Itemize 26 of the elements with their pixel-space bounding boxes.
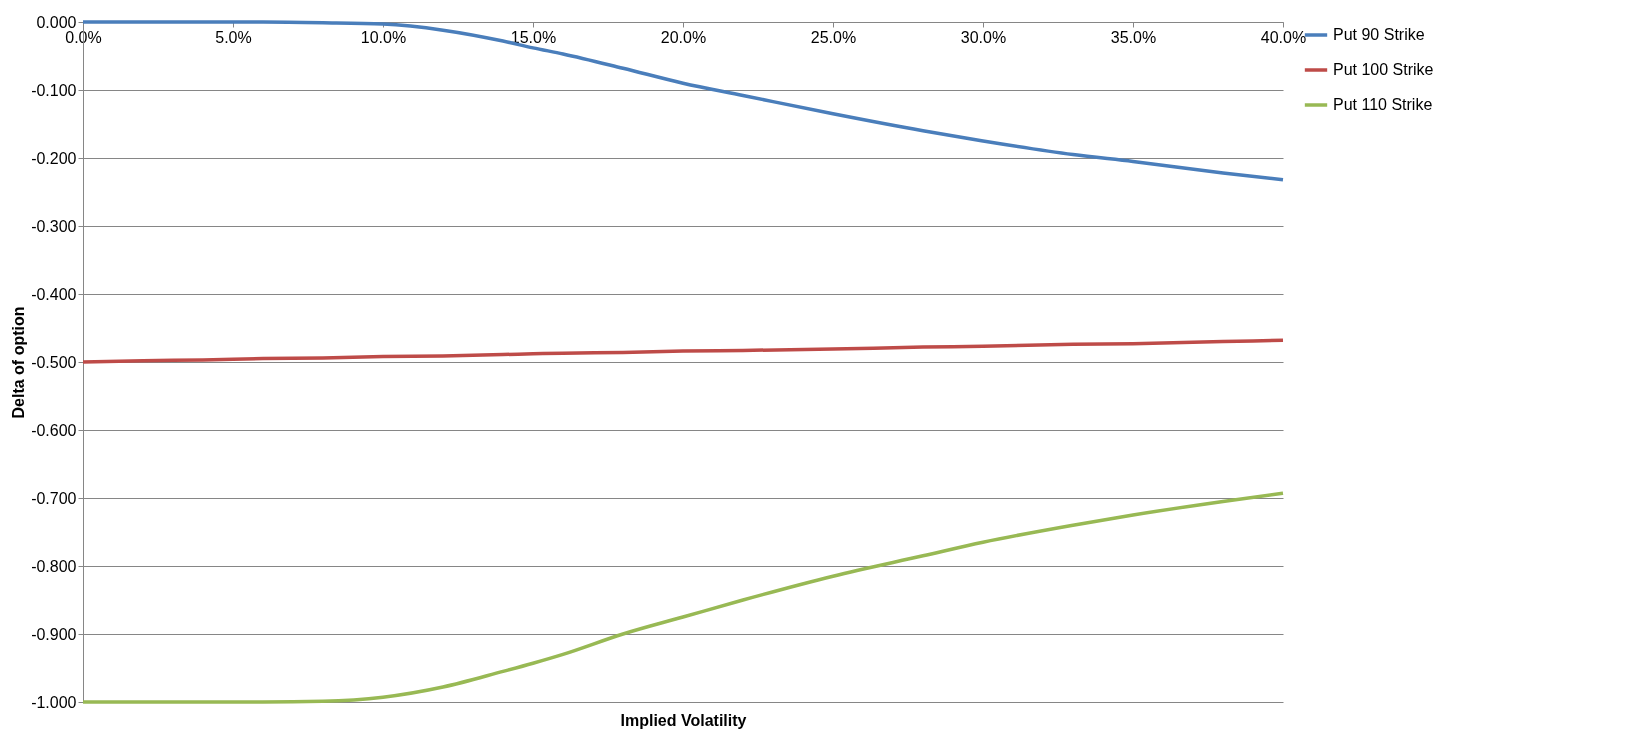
legend-label: Put 110 Strike: [1333, 96, 1433, 113]
x-tick-label: 35.0%: [1110, 28, 1157, 46]
y-axis-title: Delta of option: [10, 306, 28, 419]
x-tick-label: 40.0%: [1260, 28, 1307, 46]
y-tick-label: -0.100: [31, 81, 77, 99]
y-tick-label: -0.300: [31, 217, 77, 235]
y-tick-label: -0.700: [31, 489, 77, 507]
line-series: [81, 338, 1285, 364]
x-tick-label: 10.0%: [360, 28, 407, 46]
x-tick-label: 25.0%: [810, 28, 857, 46]
x-axis-title: Implied Volatility: [620, 711, 747, 729]
y-tick-label: -1.000: [31, 693, 77, 711]
x-tick-label: 5.0%: [215, 28, 252, 46]
legend-label: Put 90 Strike: [1333, 26, 1425, 43]
y-tick-label: -0.200: [31, 149, 77, 167]
x-tick-label: 20.0%: [660, 28, 707, 46]
x-tick-label: 0.0%: [65, 28, 102, 46]
x-tick-label: 15.0%: [510, 28, 557, 46]
y-tick-label: -0.800: [31, 557, 77, 575]
y-tick-label: 0.000: [36, 13, 77, 31]
y-tick-label: -0.600: [31, 421, 77, 439]
y-tick-label: -0.500: [31, 353, 77, 371]
y-tick-label: -0.900: [31, 625, 77, 643]
x-tick-label: 30.0%: [960, 28, 1007, 46]
legend-label: Put 100 Strike: [1333, 61, 1434, 78]
y-tick-label: -0.400: [31, 285, 77, 303]
